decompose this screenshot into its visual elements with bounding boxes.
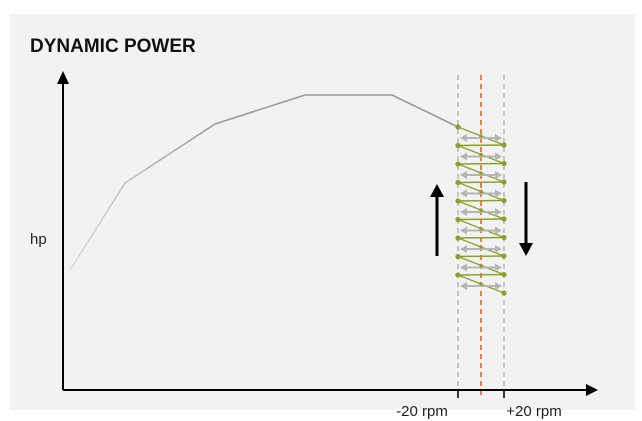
x-axis bbox=[63, 384, 598, 396]
double-arrow-icon bbox=[460, 189, 502, 198]
oscillation-point bbox=[501, 216, 507, 222]
oscillation-point bbox=[455, 161, 461, 167]
double-arrow-icon bbox=[460, 152, 502, 161]
x-tick-left-label: -20 rpm bbox=[396, 403, 448, 420]
center-crossing-point bbox=[479, 226, 483, 231]
oscillation-point bbox=[455, 124, 461, 130]
center-crossing-point bbox=[479, 245, 483, 249]
diagram-panel bbox=[10, 14, 635, 410]
center-crossing-point bbox=[479, 263, 483, 268]
y-axis bbox=[57, 71, 69, 390]
arrow-down-icon bbox=[519, 182, 533, 256]
arrow-up-icon bbox=[430, 184, 444, 256]
oscillation-point bbox=[455, 198, 461, 204]
double-arrow-icon bbox=[460, 226, 502, 235]
oscillation-point bbox=[455, 253, 461, 260]
oscillation-point bbox=[501, 253, 507, 259]
oscillation-point bbox=[455, 272, 461, 278]
center-crossing-point bbox=[479, 189, 483, 194]
double-arrow-icon bbox=[460, 263, 502, 272]
oscillation-point bbox=[455, 142, 461, 149]
power-oscillation bbox=[455, 124, 507, 296]
center-crossing-point bbox=[479, 134, 483, 138]
oscillation-point bbox=[501, 142, 507, 148]
oscillation-point bbox=[501, 160, 507, 167]
center-crossing-point bbox=[479, 171, 483, 175]
center-crossing-point bbox=[479, 152, 483, 157]
oscillation-point bbox=[501, 197, 507, 204]
double-arrow-icon bbox=[460, 245, 502, 253]
double-arrow-icon bbox=[460, 282, 502, 290]
diagram-title: DYNAMIC POWER bbox=[30, 36, 196, 57]
oscillation-point bbox=[501, 271, 507, 278]
oscillation-point bbox=[455, 179, 461, 186]
oscillation-point bbox=[501, 179, 507, 185]
center-crossing-point bbox=[479, 282, 483, 286]
center-crossing-point bbox=[479, 208, 483, 212]
double-arrow-icon bbox=[460, 171, 502, 179]
oscillation-point bbox=[501, 234, 507, 241]
double-arrow-icon bbox=[460, 208, 502, 216]
oscillation-point bbox=[501, 290, 507, 296]
y-axis-label: hp bbox=[30, 231, 47, 248]
power-curve bbox=[69, 94, 459, 271]
double-arrow-icon bbox=[460, 134, 502, 142]
oscillation-point bbox=[455, 216, 461, 223]
oscillation-point bbox=[455, 235, 461, 241]
x-tick-right-label: +20 rpm bbox=[506, 403, 561, 420]
